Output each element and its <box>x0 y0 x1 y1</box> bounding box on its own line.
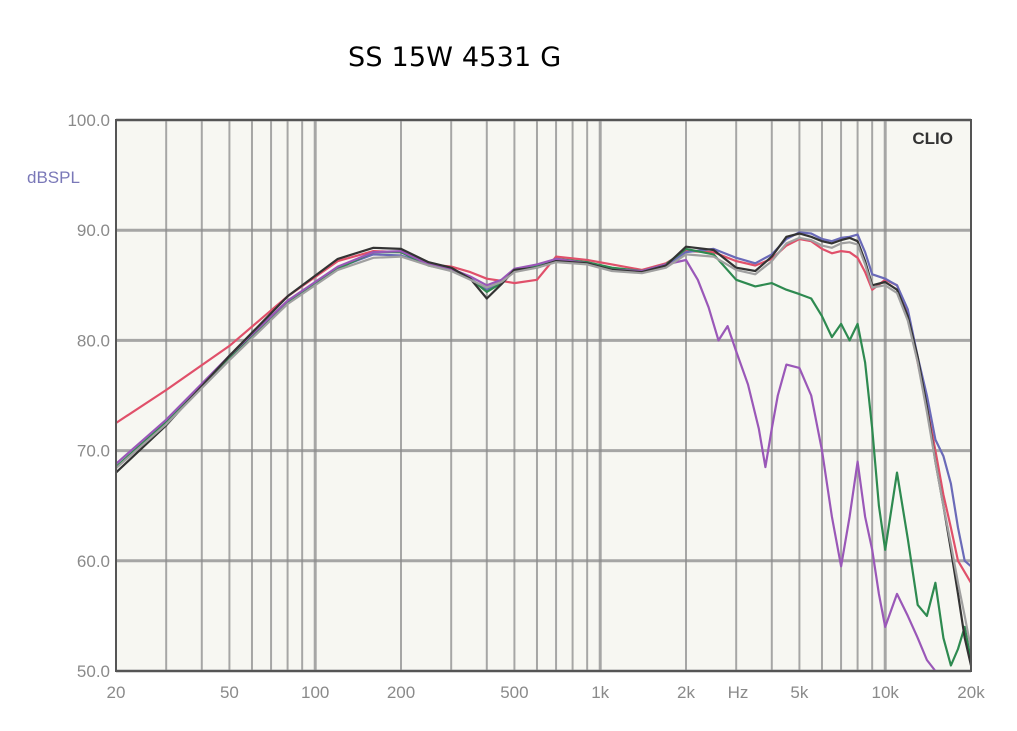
y-tick-label: 80.0 <box>77 331 110 350</box>
clio-brand-label: CLIO <box>912 129 953 148</box>
y-tick-label: 50.0 <box>77 662 110 681</box>
y-tick-label: 90.0 <box>77 221 110 240</box>
y-tick-label: 70.0 <box>77 442 110 461</box>
x-tick-label: 20 <box>107 683 126 702</box>
x-tick-label: 2k <box>677 683 695 702</box>
series-line-4 <box>115 250 937 672</box>
x-tick-label: 50 <box>220 683 239 702</box>
series-line-5 <box>115 232 973 666</box>
y-axis-label: dBSPL <box>27 168 80 187</box>
x-tick-label: 10k <box>871 683 899 702</box>
x-tick-label: 1k <box>591 683 609 702</box>
plot-frame <box>115 119 972 672</box>
y-tick-label: 60.0 <box>77 552 110 571</box>
chart-title: SS 15W 4531 G <box>348 42 562 73</box>
x-tick-label: 200 <box>387 683 415 702</box>
x-tick-label: 500 <box>500 683 528 702</box>
series-group <box>115 231 973 672</box>
plot-area <box>116 120 971 671</box>
series-line-6 <box>115 236 973 650</box>
x-axis-label: Hz <box>728 683 749 702</box>
y-tick-label: 100.0 <box>67 111 110 130</box>
x-tick-label: 100 <box>301 683 329 702</box>
x-tick-label: 5k <box>790 683 808 702</box>
x-tick-label: 20k <box>957 683 985 702</box>
